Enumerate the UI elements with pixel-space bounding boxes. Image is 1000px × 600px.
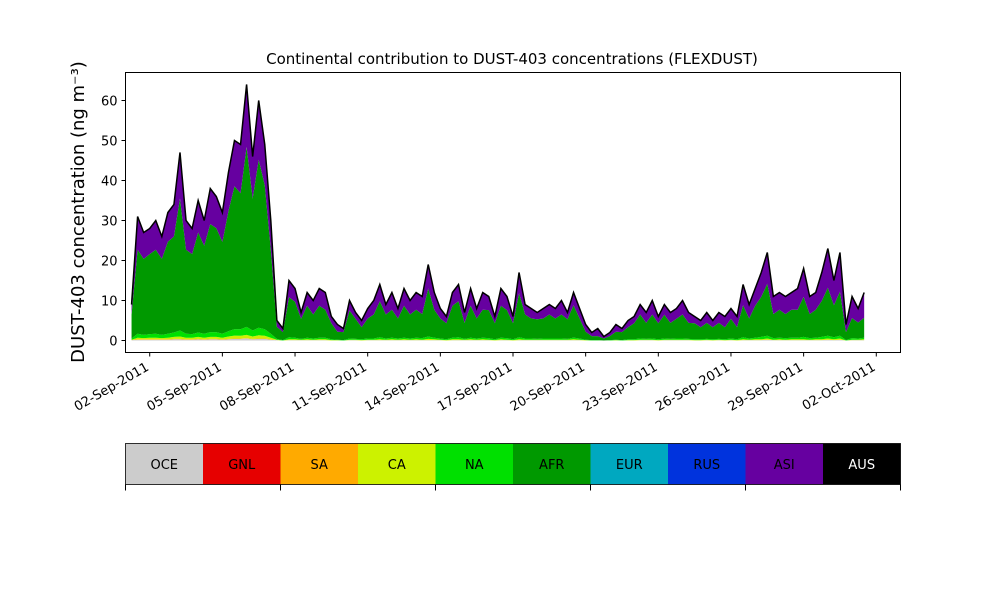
y-tick-label: 30 xyxy=(101,215,118,230)
y-tick-label: 40 xyxy=(101,175,118,190)
area-na xyxy=(131,326,865,341)
area-oce xyxy=(131,338,865,341)
y-tick-label: 60 xyxy=(101,95,118,110)
area-ca xyxy=(131,334,865,341)
x-tick-label: 02-Sep-2011 xyxy=(72,360,152,415)
legend-swatch-gnl xyxy=(203,443,281,485)
legend-label-na: NA xyxy=(465,458,484,473)
legend-label-asi: ASI xyxy=(774,458,795,473)
legend-swatch-afr xyxy=(513,443,591,485)
legend-swatch-asi xyxy=(745,443,823,485)
x-tick-label: 20-Sep-2011 xyxy=(508,360,588,415)
legend-swatch-ca xyxy=(358,443,436,485)
legend: OCE GNL SA CA NA AFR EUR RUS ASI AUS xyxy=(125,443,901,491)
chart-title: Continental contribution to DUST-403 con… xyxy=(266,50,758,68)
legend-frame xyxy=(125,443,901,485)
x-tick-label: 29-Sep-2011 xyxy=(726,360,806,415)
x-tick-label: 26-Sep-2011 xyxy=(653,360,733,415)
y-tick-label: 10 xyxy=(101,295,118,310)
x-tick-label: 02-Oct-2011 xyxy=(800,360,878,414)
x-tick-label: 14-Sep-2011 xyxy=(363,360,443,415)
y-axis-label: DUST-403 concentration (ng m⁻³) xyxy=(68,61,89,363)
y-axis-ticks: 0 10 20 30 40 50 60 xyxy=(101,95,126,350)
plot-area xyxy=(130,84,865,341)
x-axis-ticks: 02-Sep-201105-Sep-201108-Sep-201111-Sep-… xyxy=(72,352,878,415)
legend-swatch-rus xyxy=(668,443,746,485)
x-tick-label: 08-Sep-2011 xyxy=(217,360,297,415)
total-line xyxy=(130,84,865,338)
legend-label-eur: EUR xyxy=(616,458,643,473)
area-afr xyxy=(131,146,865,341)
legend-swatch-sa xyxy=(280,443,358,485)
legend-label-sa: SA xyxy=(311,458,328,473)
x-tick-label: 05-Sep-2011 xyxy=(145,360,225,415)
x-tick-label: 17-Sep-2011 xyxy=(435,360,515,415)
legend-label-aus: AUS xyxy=(848,458,875,473)
x-tick-label: 23-Sep-2011 xyxy=(580,360,660,415)
legend-label-afr: AFR xyxy=(539,458,564,473)
legend-swatch-eur xyxy=(590,443,668,485)
legend-label-gnl: GNL xyxy=(228,458,256,473)
legend-swatch-aus xyxy=(823,443,901,485)
legend-label-rus: RUS xyxy=(693,458,720,473)
y-tick-label: 0 xyxy=(109,335,117,350)
legend-swatch-na xyxy=(435,443,513,485)
x-tick-label: 11-Sep-2011 xyxy=(290,360,370,415)
y-tick-label: 20 xyxy=(101,255,118,270)
plot-frame xyxy=(125,72,901,353)
y-tick-label: 50 xyxy=(101,135,118,150)
legend-label-ca: CA xyxy=(388,458,406,473)
legend-label-oce: OCE xyxy=(150,458,178,473)
legend-swatch-oce xyxy=(125,443,203,485)
